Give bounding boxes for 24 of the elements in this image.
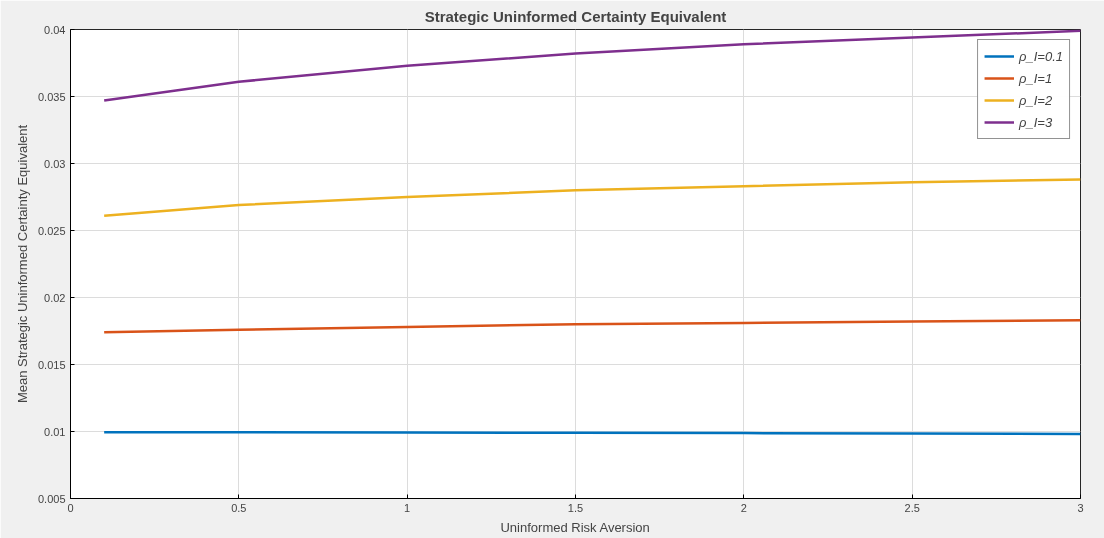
- x-tick-label: 1.5: [567, 501, 584, 514]
- line-series: [102, 178, 1081, 218]
- line-series: [102, 319, 1081, 334]
- x-tick-label: 3: [1077, 501, 1084, 514]
- legend-label: ρ_I=3: [1019, 114, 1053, 130]
- chart-title: Strategic Uninformed Certainty Equivalent: [424, 7, 727, 25]
- legend-label: ρ_I=0.1: [1019, 48, 1063, 64]
- x-tick-label: 2: [740, 501, 747, 514]
- x-tick-label: 0: [67, 501, 74, 514]
- y-tick-label: 0.005: [37, 492, 66, 505]
- y-tick-label: 0.02: [44, 291, 66, 304]
- y-axis-title: Mean Strategic Uninformed Certainty Equivalent: [14, 124, 30, 404]
- y-tick-label: 0.04: [44, 23, 66, 36]
- legend-label: ρ_I=1: [1019, 70, 1053, 86]
- y-tick-label: 0.01: [44, 425, 66, 438]
- y-tick-label: 0.03: [44, 157, 66, 170]
- y-tick-label: 0.035: [37, 90, 66, 103]
- x-tick-label: 1: [404, 501, 411, 514]
- y-tick-label: 0.015: [37, 358, 66, 371]
- y-tick-label: 0.025: [37, 224, 66, 237]
- x-tick-label: 2.5: [904, 501, 920, 514]
- x-tick-label: 0.5: [231, 501, 247, 514]
- x-axis-title: Uninformed Risk Aversion: [500, 519, 650, 535]
- legend-label: ρ_I=2: [1019, 92, 1053, 108]
